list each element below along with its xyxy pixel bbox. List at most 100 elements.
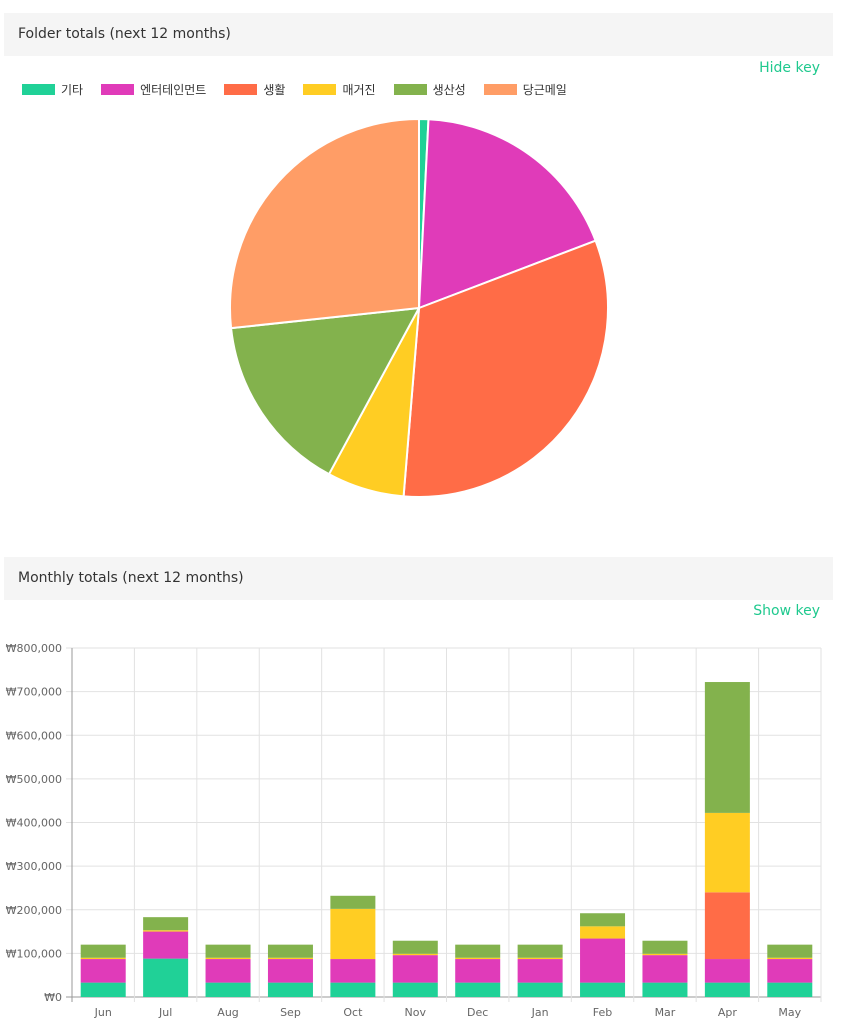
legend-swatch [224,83,258,95]
bar-segment[interactable] [330,908,376,960]
bar-segment[interactable] [267,957,313,960]
bar-segment[interactable] [143,917,189,931]
folder-totals-header: Folder totals (next 12 months) [4,13,833,56]
legend-swatch [483,83,517,95]
bar-segment[interactable] [392,940,438,954]
x-tick-label: Sep [280,1006,301,1019]
legend-item[interactable]: 당근메일 [483,81,567,98]
x-tick-label: May [778,1006,801,1019]
bar-segment[interactable] [205,957,251,960]
bar-segment[interactable] [455,957,501,960]
legend-swatch [393,83,427,95]
x-tick-label: Dec [467,1006,488,1019]
y-tick-label: ₩0 [44,991,62,1004]
bar-segment[interactable] [642,955,688,983]
bar-segment[interactable] [143,958,189,997]
bar-segment[interactable] [704,682,750,813]
legend-swatch [303,83,337,95]
pie-slice[interactable] [402,239,609,498]
bar-segment[interactable] [767,957,813,960]
monthly-totals-title: Monthly totals (next 12 months) [18,570,244,586]
bar-segment[interactable] [767,982,813,997]
legend-item[interactable]: 생활 [224,81,285,98]
bar-segment[interactable] [642,953,688,956]
bar-segment[interactable] [330,895,376,909]
bar-segment[interactable] [205,959,251,983]
bar-segment[interactable] [143,931,189,959]
bar-segment[interactable] [767,944,813,958]
bar-segment[interactable] [392,953,438,956]
monthly-bar-chart: ₩0 ₩100,000 ₩200,000 ₩300,000 ₩400,000 ₩500,0… [6,642,822,1019]
pie-slice[interactable] [229,306,421,476]
bar-segment[interactable] [80,957,126,960]
legend-item[interactable]: 매거진 [303,81,376,98]
x-tick-label: Jun [94,1006,112,1019]
bar-segment[interactable] [704,892,750,960]
bar-segment[interactable] [330,982,376,997]
bar-segment[interactable] [267,944,313,958]
legend-label: 생산성 [432,82,466,97]
legend-item[interactable]: 기타 [22,81,83,98]
bar-segment[interactable] [704,812,750,893]
y-tick-label: ₩100,000 [6,947,62,960]
legend-item[interactable]: 엔터테인먼트 [101,81,206,98]
x-tick-label: Jan [531,1006,549,1019]
x-tick-label: Aug [217,1006,238,1019]
bar-segment[interactable] [704,959,750,983]
legend-label: 당근메일 [522,82,567,97]
bar-segment[interactable] [143,930,189,932]
legend-swatch [22,83,55,95]
bar-segment[interactable] [205,982,251,997]
x-tick-label: Mar [655,1006,676,1019]
y-tick-label: ₩700,000 [6,686,62,699]
y-tick-label: ₩500,000 [6,773,62,786]
bar-segment[interactable] [580,913,626,927]
legend-label: 매거진 [342,82,376,97]
bar-segment[interactable] [205,944,251,958]
bar-segment[interactable] [580,982,626,997]
bar-segment[interactable] [517,959,563,983]
legend-label: 기타 [61,82,84,97]
x-tick-label: Oct [343,1006,363,1019]
bar-segment[interactable] [80,982,126,997]
bar-segment[interactable] [330,959,376,983]
bar-segment[interactable] [455,944,501,958]
bar-segment[interactable] [642,940,688,954]
bar-segment[interactable] [455,959,501,983]
folder-pie-chart [229,117,609,498]
bar-segment[interactable] [517,957,563,960]
legend-swatch [101,83,135,95]
bar-segment[interactable] [392,982,438,997]
y-tick-label: ₩800,000 [6,642,62,655]
x-tick-label: Jul [158,1006,172,1019]
legend-item[interactable]: 생산성 [393,81,466,98]
pie-slice[interactable] [417,118,597,310]
bar-segment[interactable] [517,944,563,958]
x-tick-label: Nov [405,1006,427,1019]
monthly-totals-header: Monthly totals (next 12 months) [4,557,833,600]
bar-segment[interactable] [580,926,626,939]
bar-segment[interactable] [267,959,313,983]
folder-totals-title: Folder totals (next 12 months) [18,26,231,42]
x-tick-label: Feb [593,1006,612,1019]
bar-segment[interactable] [80,944,126,958]
bar-segment[interactable] [642,982,688,997]
bar-segment[interactable] [267,982,313,997]
bar-segment[interactable] [704,982,750,997]
y-tick-label: ₩300,000 [6,860,62,873]
y-tick-label: ₩200,000 [6,904,62,917]
y-tick-label: ₩600,000 [6,729,62,742]
y-tick-label: ₩400,000 [6,817,62,830]
bar-segment[interactable] [455,982,501,997]
bar-segment[interactable] [517,982,563,997]
bar-segment[interactable] [767,959,813,983]
pie-slice[interactable] [229,117,420,330]
bar-segment[interactable] [80,959,126,983]
hide-key-link[interactable]: Hide key [759,60,820,76]
pie-legend: 기타 엔터테인먼트 생활 매거진 생산성 당근메일 [22,80,585,98]
bar-segment[interactable] [392,955,438,983]
legend-label: 생활 [263,82,286,97]
x-tick-label: Apr [718,1006,738,1019]
show-key-link[interactable]: Show key [753,603,820,619]
bar-segment[interactable] [580,938,626,983]
